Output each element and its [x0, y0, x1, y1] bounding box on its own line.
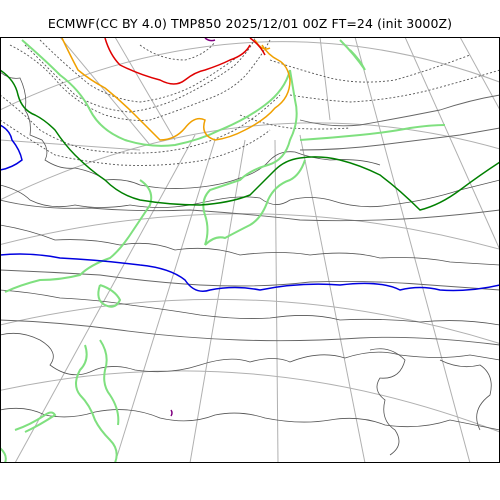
- isotherms-dotted: [0, 37, 500, 166]
- isotherm-lightgreen: [4, 179, 153, 293]
- isotherm-lightgreen: [99, 339, 120, 426]
- latitude-line: [0, 370, 500, 433]
- latitude-line: [0, 213, 500, 250]
- isotherm-lightgreen: [339, 39, 366, 71]
- isotherms-gray: [0, 94, 500, 346]
- isotherms-blue: [0, 124, 500, 292]
- isotherm-lightgreen: [0, 447, 7, 463]
- latitude-line: [0, 298, 500, 345]
- meridian-line: [274, 139, 279, 463]
- isotherm-lightgreen: [21, 39, 291, 147]
- coastline: [439, 359, 492, 431]
- coastline: [0, 179, 500, 208]
- isotherms-red: [104, 37, 266, 85]
- isotherm-red: [249, 37, 266, 56]
- isotherms-green: [0, 69, 500, 211]
- meridian-line: [404, 37, 500, 251]
- isotherm-lightgreen: [204, 159, 306, 246]
- isotherm-blue: [0, 124, 23, 171]
- coastline: [369, 348, 406, 456]
- isotherm-orange: [61, 37, 291, 141]
- isotherm-dotted: [269, 54, 471, 83]
- isotherm-dotted: [289, 69, 500, 103]
- meridian-line: [354, 37, 471, 463]
- coastline: [0, 71, 381, 189]
- isotherm-lightgreen: [75, 344, 118, 463]
- coastline: [0, 224, 500, 266]
- meridian-line: [189, 139, 246, 463]
- isotherm-dotted: [0, 119, 271, 166]
- isotherm-dotted: [139, 41, 216, 61]
- isotherm-blue: [0, 253, 500, 292]
- isotherm-purple: [204, 37, 216, 42]
- isotherm-gray: [0, 319, 500, 346]
- meridian-line: [319, 37, 331, 121]
- coastline: [0, 407, 500, 431]
- isotherm-gray: [299, 127, 500, 151]
- isotherm-purple: [170, 409, 173, 417]
- meridian-line: [59, 37, 151, 146]
- isotherms-orange: [61, 37, 291, 141]
- isotherm-lightgreen: [202, 69, 298, 246]
- meridian-line: [459, 37, 500, 111]
- graticule: [0, 37, 500, 463]
- isotherms-purple: [170, 37, 216, 417]
- meridian-line: [299, 134, 366, 463]
- map-title: ECMWF(CC BY 4.0) TMP850 2025/12/01 00Z F…: [47, 16, 453, 31]
- isotherm-red: [104, 37, 251, 85]
- meridian-line: [14, 134, 196, 463]
- isotherm-lightgreen: [14, 411, 57, 433]
- isotherms-lightgreen: [0, 39, 446, 463]
- coastline: [0, 289, 500, 326]
- meridian-line: [0, 139, 141, 151]
- meridian-line: [114, 139, 216, 463]
- isotherm-lightgreen: [97, 284, 122, 308]
- latitude-line: [0, 122, 500, 201]
- isotherm-gray: [0, 269, 500, 291]
- isotherm-gray: [0, 199, 500, 222]
- isotherm-gray: [299, 94, 500, 127]
- coastline: [0, 332, 500, 376]
- isotherm-dotted: [39, 39, 241, 103]
- isotherm-dotted: [9, 39, 271, 121]
- isotherm-orange: [254, 39, 271, 50]
- isotherm-green: [0, 69, 500, 211]
- coastlines: [0, 71, 500, 456]
- meridian-line: [114, 37, 176, 141]
- map-background: [0, 37, 500, 463]
- isotherm-lightgreen: [299, 124, 446, 141]
